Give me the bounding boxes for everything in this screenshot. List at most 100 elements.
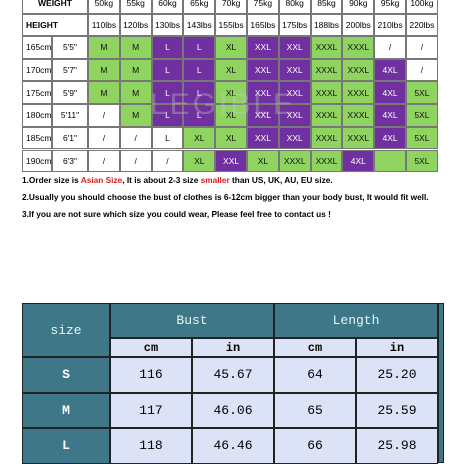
- weight-header: 70kg: [215, 0, 247, 14]
- size-cell: XXL: [278, 58, 311, 82]
- height-cm: 170cm: [22, 58, 52, 82]
- weight-header: 50kg: [88, 0, 120, 14]
- unit-header: in: [192, 338, 274, 357]
- size-cell: /: [119, 149, 152, 173]
- size-cell: XXL: [278, 81, 311, 105]
- table-edge: [438, 303, 444, 463]
- unit-header: cm: [110, 338, 192, 357]
- size-cell: L: [151, 126, 184, 150]
- size-cell: M: [119, 58, 152, 82]
- note-text: 1.Order size is: [22, 175, 81, 185]
- height-ft: 6'1": [52, 126, 88, 150]
- size-cell: XXXL: [342, 104, 375, 127]
- size-cell: XXL: [278, 104, 311, 127]
- measure-cell: 25.20: [356, 357, 438, 393]
- note: 1.Order size is Asian Size, It is about …: [22, 175, 333, 185]
- lbs-header: 110lbs: [88, 14, 120, 36]
- size-cell: XXXL: [342, 36, 375, 59]
- height-ft: 5'11": [52, 104, 88, 127]
- height-cm: 180cm: [22, 104, 52, 127]
- weight-header: 60kg: [151, 0, 184, 14]
- note-text: smaller: [200, 175, 230, 185]
- size-cell: L: [183, 104, 216, 127]
- size-cell: L: [151, 81, 184, 105]
- size-cell: XXXL: [310, 104, 343, 127]
- size-cell: /: [88, 149, 120, 173]
- size-cell: M: [119, 36, 152, 59]
- size-cell: /: [88, 126, 120, 150]
- note-text: than US, UK, AU, EU size.: [229, 175, 333, 185]
- size-cell: M: [88, 81, 120, 105]
- measure-cell: 117: [110, 392, 192, 428]
- height-cm: 175cm: [22, 81, 52, 105]
- size-cell: /: [374, 36, 406, 59]
- measure-cell: 45.67: [192, 357, 274, 393]
- bust-header: Bust: [110, 303, 274, 338]
- size-cell: XL: [215, 104, 247, 127]
- size-cell: XXL: [215, 149, 247, 173]
- weight-header: 65kg: [183, 0, 216, 14]
- measure-cell: 118: [110, 428, 192, 464]
- measure-cell: 46.06: [192, 392, 274, 428]
- size-cell: XXL: [247, 126, 279, 150]
- measure-cell: 46.46: [192, 428, 274, 464]
- size-name: M: [22, 392, 110, 428]
- size-cell: XL: [215, 58, 247, 82]
- size-cell: M: [119, 81, 152, 105]
- lbs-header: 165lbs: [247, 14, 279, 36]
- height-ft: 5'9": [52, 81, 88, 105]
- note-text: Asian Size: [80, 175, 123, 185]
- size-cell: L: [183, 58, 216, 82]
- note: 3.If you are not sure which size you cou…: [22, 209, 331, 219]
- height-cm: 165cm: [22, 36, 52, 59]
- note: 2.Usually you should choose the bust of …: [22, 192, 429, 202]
- size-cell: /: [151, 149, 184, 173]
- weight-label: WEIGHT: [22, 0, 88, 14]
- size-name: S: [22, 357, 110, 393]
- weight-header: 80kg: [278, 0, 311, 14]
- note-text: 2.Usually you should choose the bust of …: [22, 192, 429, 202]
- lbs-header: 130lbs: [151, 14, 184, 36]
- size-cell: XXXL: [342, 58, 375, 82]
- lbs-header: 200lbs: [342, 14, 375, 36]
- size-cell: /: [119, 126, 152, 150]
- size-cell: M: [119, 104, 152, 127]
- size-header: size: [22, 303, 110, 357]
- weight-header: 55kg: [119, 0, 152, 14]
- size-cell: XXXL: [342, 126, 375, 150]
- size-cell: M: [88, 58, 120, 82]
- size-cell: 4XL: [374, 126, 406, 150]
- size-cell: XXL: [247, 104, 279, 127]
- size-cell: XXL: [278, 126, 311, 150]
- size-cell: L: [183, 36, 216, 59]
- lbs-header: 143lbs: [183, 14, 216, 36]
- size-cell: 4XL: [374, 81, 406, 105]
- note-text: 3.If you are not sure which size you cou…: [22, 209, 331, 219]
- height-ft: 6'3": [52, 149, 88, 173]
- lbs-header: 210lbs: [374, 14, 406, 36]
- watermark: LEGIBLE: [150, 88, 297, 121]
- unit-header: cm: [274, 338, 356, 357]
- lbs-header: 175lbs: [278, 14, 311, 36]
- size-cell: XXXL: [310, 58, 343, 82]
- height-ft: 5'7": [52, 58, 88, 82]
- lbs-header: 220lbs: [406, 14, 438, 36]
- size-cell: 5XL: [406, 104, 438, 127]
- size-cell: XL: [183, 126, 216, 150]
- size-cell: M: [88, 36, 120, 59]
- lbs-header: 120lbs: [119, 14, 152, 36]
- size-cell: XL: [215, 126, 247, 150]
- weight-header: 100kg: [406, 0, 438, 14]
- size-cell: XXL: [278, 36, 311, 59]
- size-cell: L: [151, 36, 184, 59]
- weight-header: 75kg: [247, 0, 279, 14]
- size-cell: XXXL: [310, 81, 343, 105]
- weight-header: 85kg: [310, 0, 343, 14]
- size-cell: 5XL: [406, 81, 438, 105]
- size-cell: 5XL: [406, 126, 438, 150]
- size-cell: XL: [247, 149, 279, 173]
- weight-header: 90kg: [342, 0, 375, 14]
- size-cell: L: [183, 81, 216, 105]
- size-cell: XXL: [247, 58, 279, 82]
